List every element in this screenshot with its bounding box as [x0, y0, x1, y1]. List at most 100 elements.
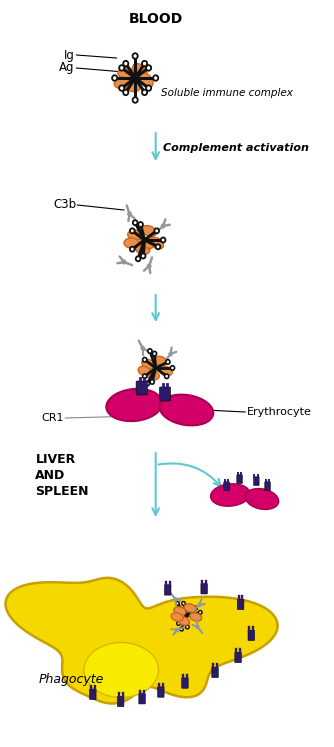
Ellipse shape — [160, 394, 213, 425]
FancyBboxPatch shape — [158, 687, 164, 697]
Circle shape — [138, 222, 143, 227]
Ellipse shape — [140, 238, 155, 248]
Text: CR1: CR1 — [41, 413, 63, 423]
FancyBboxPatch shape — [248, 630, 255, 640]
Circle shape — [195, 616, 199, 620]
Text: C3b: C3b — [53, 199, 76, 211]
Text: Erythrocyte: Erythrocyte — [247, 407, 312, 417]
Text: LIVER
AND
SPLEEN: LIVER AND SPLEEN — [35, 453, 89, 498]
FancyBboxPatch shape — [136, 381, 147, 395]
Circle shape — [146, 65, 151, 71]
Circle shape — [194, 607, 197, 610]
Circle shape — [119, 65, 124, 71]
Ellipse shape — [118, 67, 134, 78]
Circle shape — [170, 366, 175, 371]
Text: Soluble immune complex: Soluble immune complex — [161, 88, 293, 98]
Circle shape — [143, 358, 147, 362]
Circle shape — [146, 85, 151, 91]
Circle shape — [136, 256, 140, 261]
Text: Ag: Ag — [59, 61, 74, 75]
Circle shape — [150, 379, 154, 384]
Circle shape — [119, 85, 124, 91]
Circle shape — [161, 223, 166, 229]
FancyBboxPatch shape — [201, 583, 207, 594]
Circle shape — [176, 601, 179, 605]
Circle shape — [168, 352, 173, 356]
Circle shape — [142, 61, 147, 66]
FancyBboxPatch shape — [212, 667, 218, 678]
Text: Phagocyte: Phagocyte — [39, 674, 105, 686]
Ellipse shape — [140, 73, 153, 87]
Circle shape — [198, 610, 202, 614]
Ellipse shape — [124, 238, 139, 248]
Circle shape — [165, 374, 169, 379]
Circle shape — [145, 381, 149, 386]
Circle shape — [142, 90, 147, 95]
FancyBboxPatch shape — [224, 482, 229, 491]
Circle shape — [152, 351, 157, 356]
FancyBboxPatch shape — [254, 477, 259, 486]
Circle shape — [196, 624, 200, 629]
Ellipse shape — [184, 604, 196, 613]
Circle shape — [186, 625, 189, 629]
Ellipse shape — [154, 356, 167, 366]
FancyBboxPatch shape — [165, 585, 171, 595]
FancyBboxPatch shape — [237, 599, 244, 610]
Circle shape — [122, 259, 126, 264]
Circle shape — [148, 349, 152, 353]
Circle shape — [177, 622, 180, 625]
FancyBboxPatch shape — [159, 387, 171, 401]
FancyBboxPatch shape — [139, 693, 145, 704]
Circle shape — [182, 601, 185, 605]
Ellipse shape — [138, 366, 151, 376]
Circle shape — [141, 253, 146, 258]
FancyBboxPatch shape — [265, 482, 270, 491]
Ellipse shape — [178, 617, 190, 625]
FancyBboxPatch shape — [182, 678, 188, 688]
Circle shape — [143, 374, 147, 379]
Circle shape — [197, 603, 201, 607]
Circle shape — [147, 264, 152, 269]
Ellipse shape — [142, 359, 155, 369]
Circle shape — [153, 75, 158, 81]
Circle shape — [156, 244, 160, 249]
Circle shape — [173, 597, 177, 601]
Circle shape — [133, 220, 138, 225]
Circle shape — [154, 229, 159, 233]
Circle shape — [161, 238, 165, 243]
Ellipse shape — [142, 226, 156, 237]
Circle shape — [133, 53, 138, 59]
Ellipse shape — [135, 244, 150, 254]
Circle shape — [180, 627, 183, 631]
Circle shape — [127, 211, 132, 217]
FancyBboxPatch shape — [118, 696, 124, 707]
Ellipse shape — [190, 613, 202, 622]
Polygon shape — [6, 578, 278, 704]
Ellipse shape — [114, 78, 130, 89]
Ellipse shape — [125, 80, 140, 92]
Text: Complement activation: Complement activation — [163, 143, 309, 153]
Circle shape — [175, 608, 178, 612]
FancyBboxPatch shape — [90, 689, 96, 699]
Circle shape — [130, 247, 135, 252]
Circle shape — [123, 61, 128, 66]
Text: Ig: Ig — [64, 49, 74, 61]
Ellipse shape — [133, 63, 147, 76]
Ellipse shape — [128, 230, 143, 240]
Text: BLOOD: BLOOD — [129, 12, 183, 26]
FancyBboxPatch shape — [237, 475, 242, 483]
Circle shape — [123, 90, 128, 95]
Ellipse shape — [171, 613, 183, 622]
FancyBboxPatch shape — [235, 652, 241, 663]
Circle shape — [166, 359, 170, 365]
Ellipse shape — [245, 489, 279, 509]
Circle shape — [130, 229, 135, 233]
Ellipse shape — [150, 238, 164, 249]
Circle shape — [112, 75, 117, 81]
Ellipse shape — [84, 642, 158, 698]
Ellipse shape — [174, 607, 186, 616]
Circle shape — [140, 346, 145, 350]
Ellipse shape — [147, 371, 159, 379]
Ellipse shape — [106, 389, 162, 421]
Circle shape — [133, 97, 138, 103]
